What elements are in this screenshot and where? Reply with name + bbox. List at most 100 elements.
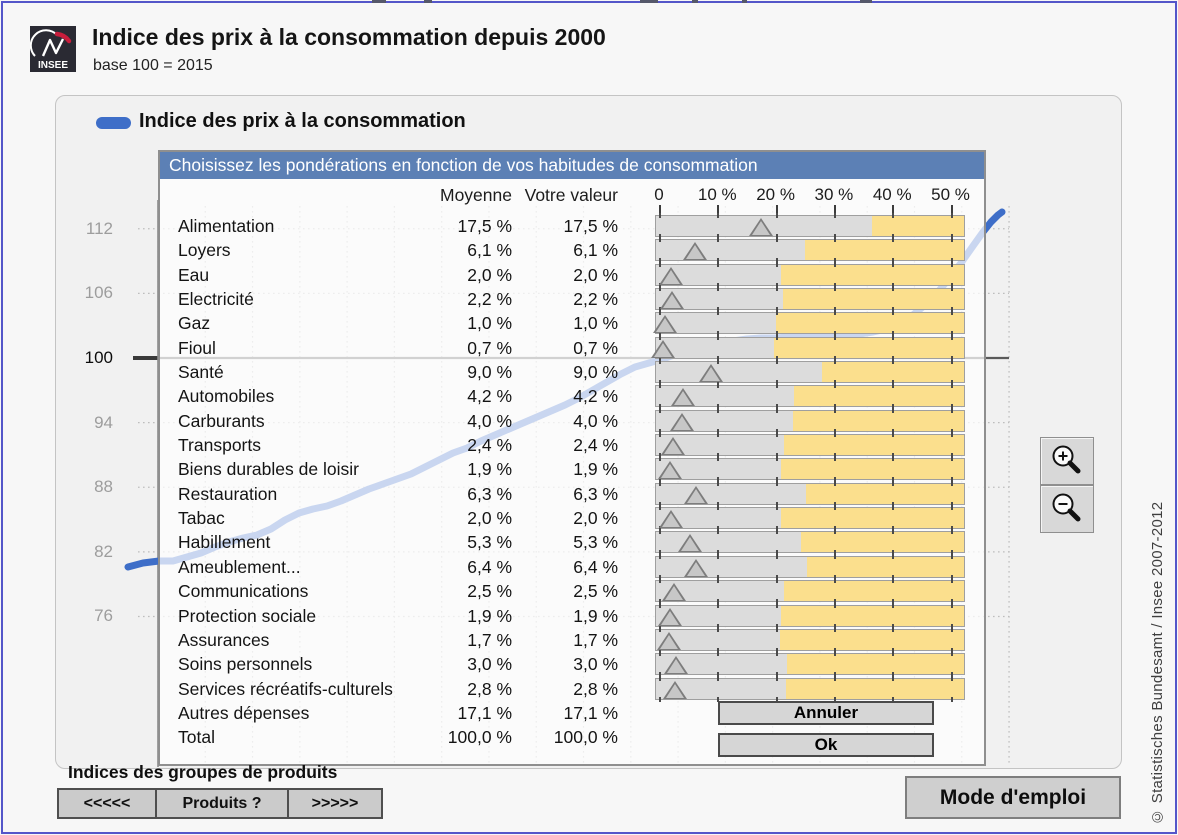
slider-tick xyxy=(659,501,661,507)
slider-tick xyxy=(892,380,895,386)
row-moyenne-value: 0,7 % xyxy=(467,337,512,358)
scale-tick xyxy=(892,205,895,214)
slider-handle-face xyxy=(659,634,678,649)
slider-tick xyxy=(775,696,778,702)
slider-tick xyxy=(950,623,953,629)
slider-blocked-zone xyxy=(784,581,964,602)
weight-slider-track[interactable] xyxy=(655,456,965,483)
slider-tick xyxy=(892,407,895,413)
slider-tick xyxy=(717,453,720,459)
slider-tick xyxy=(833,286,836,292)
slider-tick xyxy=(775,529,778,535)
slider-tick xyxy=(950,647,953,653)
slider-handle-face xyxy=(673,415,692,430)
mode-demploi-button[interactable]: Mode d'emploi xyxy=(905,776,1121,819)
slider-tick xyxy=(717,237,720,243)
slider-tick xyxy=(833,404,836,410)
slider-tick xyxy=(892,428,895,434)
slider-tick xyxy=(775,407,778,413)
slider-blocked-zone xyxy=(800,532,964,553)
scale-tick xyxy=(950,205,953,214)
y-axis-label: 76 xyxy=(94,606,113,626)
dialog-title: Choisissez les pondérations en fonction … xyxy=(160,152,984,179)
slider-tick xyxy=(892,501,895,507)
slider-tick xyxy=(833,526,836,532)
slider-handle-face xyxy=(664,586,683,601)
table-row: Automobiles 4,2 % 4,2 % xyxy=(160,383,984,410)
weight-slider-track[interactable] xyxy=(655,675,965,702)
slider-tick xyxy=(892,480,895,486)
svg-text:INSEE: INSEE xyxy=(38,60,68,71)
column-header-moyenne: Moyenne xyxy=(440,185,512,205)
slider-tick xyxy=(775,553,778,559)
slider-tick xyxy=(833,282,836,288)
weight-slider-track[interactable] xyxy=(655,529,965,556)
row-votre-value: 9,0 % xyxy=(573,362,618,383)
weight-slider-track[interactable] xyxy=(655,480,965,507)
row-votre-value: 6,3 % xyxy=(573,483,618,504)
slider-tick xyxy=(775,675,778,681)
weight-slider-track[interactable] xyxy=(655,213,965,239)
row-moyenne-value: 6,3 % xyxy=(467,483,512,504)
weight-slider-track[interactable] xyxy=(655,505,965,532)
weight-slider-track[interactable] xyxy=(655,383,965,410)
weight-slider-track[interactable] xyxy=(655,651,965,678)
slider-tick xyxy=(950,456,953,462)
row-votre-value: 6,1 % xyxy=(573,240,618,261)
slider-tick xyxy=(659,578,661,584)
weight-slider-track[interactable] xyxy=(652,310,965,337)
slider-tick xyxy=(892,261,895,267)
weight-slider-track[interactable] xyxy=(655,261,965,288)
slider-handle-face xyxy=(680,537,699,552)
scale-label: 30 % xyxy=(814,185,854,204)
weight-slider-track[interactable] xyxy=(655,553,965,580)
slider-tick xyxy=(717,310,720,316)
row-label: Gaz xyxy=(178,313,211,334)
weight-slider-track[interactable] xyxy=(655,237,965,264)
products-button[interactable]: Produits ? xyxy=(155,790,287,817)
row-label: Autres dépenses xyxy=(178,702,310,723)
slider-tick xyxy=(659,480,661,486)
row-moyenne-value: 6,1 % xyxy=(467,240,512,261)
slider-tick xyxy=(892,550,895,556)
row-label: Eau xyxy=(178,264,210,285)
slider-tick xyxy=(950,404,953,410)
zoom-out-button[interactable] xyxy=(1040,485,1094,533)
slider-tick xyxy=(775,404,778,410)
table-row: Habillement 5,3 % 5,3 % xyxy=(160,529,984,556)
weight-slider-track[interactable] xyxy=(655,626,965,653)
slider-tick xyxy=(775,477,778,483)
slider-tick xyxy=(775,380,778,386)
slider-tick xyxy=(775,234,778,239)
next-group-button[interactable]: >>>>> xyxy=(287,790,381,817)
slider-tick xyxy=(659,383,661,389)
slider-tick xyxy=(833,553,836,559)
annuler-button[interactable]: Annuler xyxy=(718,701,934,725)
ok-button[interactable]: Ok xyxy=(718,733,934,757)
slider-tick xyxy=(892,647,895,653)
slider-tick xyxy=(892,432,895,438)
weight-slider-track[interactable] xyxy=(655,578,965,605)
weight-slider-track[interactable] xyxy=(655,359,965,386)
slider-tick xyxy=(950,626,953,632)
weight-slider-track[interactable] xyxy=(651,334,965,361)
previous-group-button[interactable]: <<<<< xyxy=(59,790,155,817)
slider-tick xyxy=(659,453,661,459)
zoom-in-button[interactable] xyxy=(1040,437,1094,485)
row-votre-value: 100,0 % xyxy=(553,727,618,748)
slider-tick xyxy=(717,432,720,438)
weight-slider-track[interactable] xyxy=(655,407,965,434)
slider-tick xyxy=(659,258,661,264)
slider-tick xyxy=(833,696,836,702)
slider-tick xyxy=(775,383,778,389)
slider-tick xyxy=(717,599,720,605)
slider-tick xyxy=(833,355,836,361)
slider-tick xyxy=(659,647,661,653)
weight-slider-track[interactable] xyxy=(655,286,965,313)
browser-edge-artifact xyxy=(0,0,1178,4)
row-label: Assurances xyxy=(178,629,270,650)
slider-tick xyxy=(833,602,836,608)
weight-slider-track[interactable] xyxy=(655,602,965,629)
weight-slider-track[interactable] xyxy=(655,432,965,459)
row-votre-value: 2,0 % xyxy=(573,264,618,285)
